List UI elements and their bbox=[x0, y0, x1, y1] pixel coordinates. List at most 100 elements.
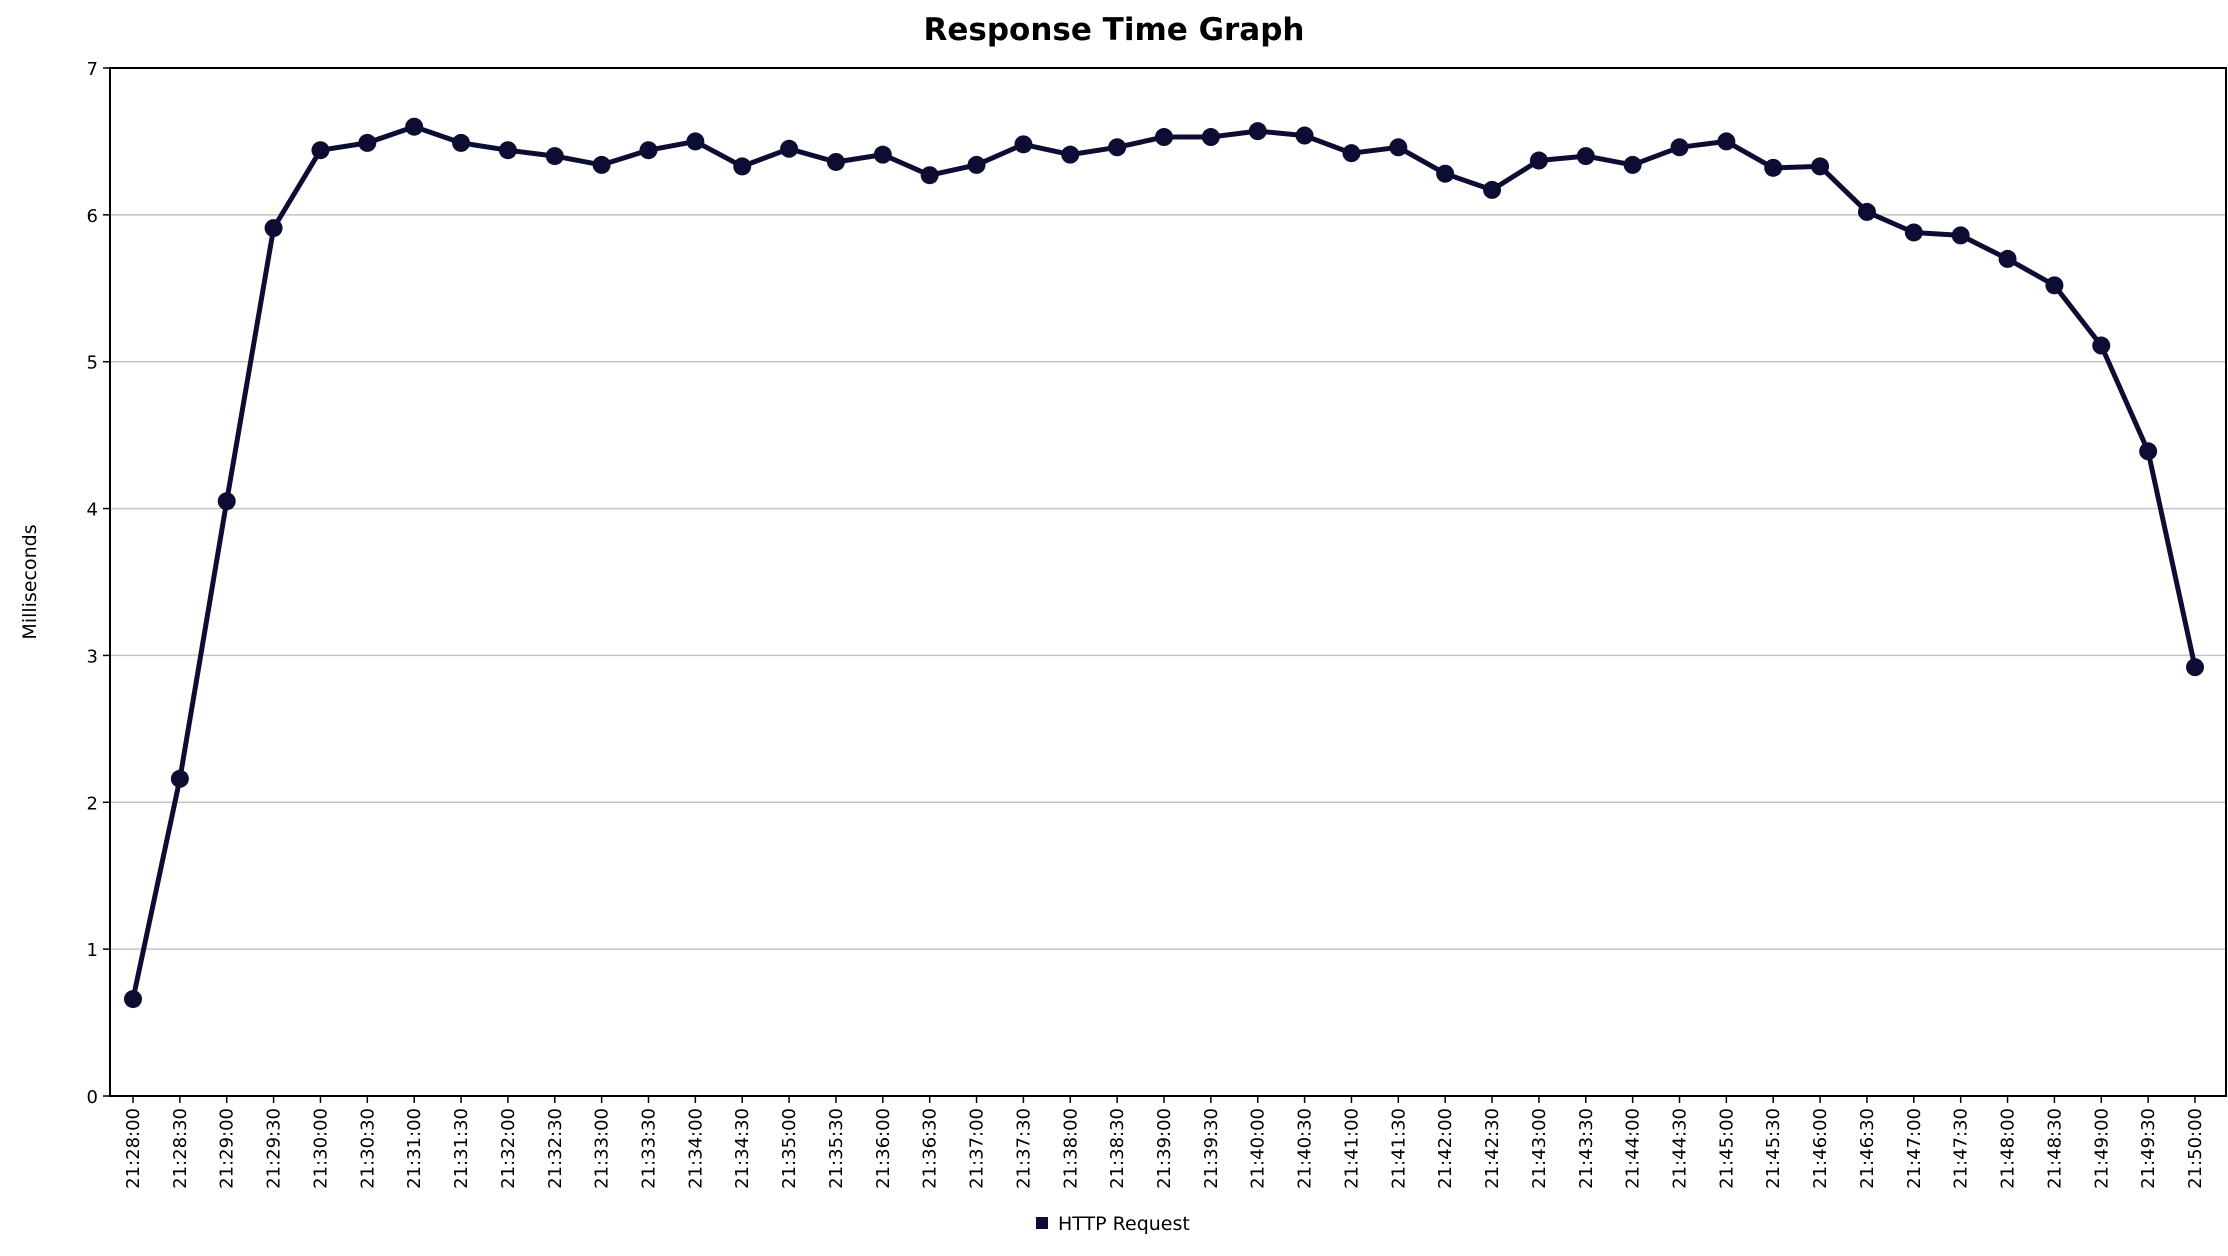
x-tick-label: 21:46:00 bbox=[1810, 1108, 1831, 1189]
data-point bbox=[873, 145, 892, 164]
x-tick-label: 21:44:30 bbox=[1670, 1108, 1691, 1189]
gridlines bbox=[110, 214, 2226, 950]
x-tick-label: 21:33:00 bbox=[592, 1108, 613, 1189]
data-point bbox=[2139, 442, 2158, 461]
data-point bbox=[311, 141, 330, 160]
y-tick-label: 0 bbox=[87, 1087, 98, 1108]
series-line-http-request bbox=[130, 124, 2198, 1002]
data-point bbox=[405, 117, 424, 136]
x-tick-label: 21:37:30 bbox=[1013, 1108, 1034, 1189]
data-point bbox=[217, 492, 236, 511]
data-point bbox=[1295, 126, 1314, 145]
x-tick-label: 21:32:00 bbox=[498, 1108, 519, 1189]
x-tick-label: 21:30:00 bbox=[310, 1108, 331, 1189]
plot-area-frame bbox=[109, 67, 2227, 1097]
y-tick-label: 4 bbox=[87, 500, 98, 521]
data-point bbox=[780, 139, 799, 158]
data-point bbox=[592, 155, 611, 174]
data-point bbox=[2045, 276, 2064, 295]
x-tick-label: 21:35:00 bbox=[779, 1108, 800, 1189]
data-point bbox=[264, 219, 283, 238]
x-tick-label: 21:41:30 bbox=[1388, 1108, 1409, 1189]
x-tick-label: 21:28:30 bbox=[170, 1108, 191, 1189]
data-point bbox=[920, 166, 939, 185]
x-tick-label: 21:39:30 bbox=[1201, 1108, 1222, 1189]
x-tick-label: 21:43:30 bbox=[1576, 1108, 1597, 1189]
y-tick-label: 2 bbox=[87, 793, 98, 814]
x-tick-label: 21:44:00 bbox=[1623, 1108, 1644, 1189]
data-point bbox=[1998, 249, 2017, 268]
x-tick-label: 21:42:00 bbox=[1435, 1108, 1456, 1189]
x-tick-label: 21:38:30 bbox=[1107, 1108, 1128, 1189]
x-tick-label: 21:45:30 bbox=[1763, 1108, 1784, 1189]
data-point bbox=[1014, 135, 1033, 154]
data-point bbox=[1717, 132, 1736, 151]
data-point bbox=[124, 990, 142, 1009]
data-point bbox=[1811, 157, 1830, 176]
y-tick-label: 5 bbox=[87, 353, 98, 374]
data-point bbox=[1061, 145, 1080, 164]
x-tick-label: 21:36:30 bbox=[920, 1108, 941, 1189]
x-tick-label: 21:46:30 bbox=[1857, 1108, 1878, 1189]
data-point bbox=[358, 133, 377, 152]
x-axis: 21:28:00 21:28:30 21:29:00 21:29:30 21:30:00… bbox=[123, 1096, 2206, 1189]
x-tick-label: 21:42:30 bbox=[1482, 1108, 1503, 1189]
x-tick-label: 21:30:30 bbox=[357, 1108, 378, 1189]
data-point bbox=[1576, 147, 1595, 166]
x-tick-label: 21:41:00 bbox=[1341, 1108, 1362, 1189]
x-tick-label: 21:49:30 bbox=[2138, 1108, 2159, 1189]
x-tick-label: 21:29:00 bbox=[217, 1108, 238, 1189]
chart-title: Response Time Graph bbox=[924, 12, 1305, 48]
data-point bbox=[733, 157, 752, 176]
data-point bbox=[1248, 122, 1267, 141]
x-tick-label: 21:35:30 bbox=[826, 1108, 847, 1189]
data-point bbox=[545, 147, 564, 166]
data-point bbox=[1857, 202, 1876, 221]
x-tick-label: 21:48:30 bbox=[2044, 1108, 2065, 1189]
x-tick-label: 21:32:30 bbox=[545, 1108, 566, 1189]
x-tick-label: 21:40:30 bbox=[1295, 1108, 1316, 1189]
x-tick-label: 21:36:00 bbox=[873, 1108, 894, 1189]
data-point bbox=[1342, 144, 1361, 163]
data-point bbox=[1623, 155, 1642, 174]
legend-swatch-http-request bbox=[1036, 1217, 1048, 1229]
x-tick-label: 21:47:30 bbox=[1951, 1108, 1972, 1189]
x-tick-label: 21:38:00 bbox=[1060, 1108, 1081, 1189]
legend: HTTP Request bbox=[1036, 1213, 1190, 1235]
data-point bbox=[1670, 138, 1689, 157]
data-point bbox=[639, 141, 658, 160]
data-point bbox=[1483, 180, 1502, 199]
y-tick-label: 7 bbox=[87, 59, 98, 80]
legend-label-http-request: HTTP Request bbox=[1058, 1213, 1190, 1235]
x-tick-label: 21:37:00 bbox=[967, 1108, 988, 1189]
data-point bbox=[2186, 658, 2204, 677]
x-tick-label: 21:45:00 bbox=[1716, 1108, 1737, 1189]
x-tick-label: 21:49:00 bbox=[2091, 1108, 2112, 1189]
x-tick-label: 21:29:30 bbox=[264, 1108, 285, 1189]
x-tick-label: 21:48:00 bbox=[1998, 1108, 2019, 1189]
x-tick-label: 21:34:30 bbox=[732, 1108, 753, 1189]
y-axis-label: Milliseconds bbox=[19, 524, 41, 639]
x-tick-label: 21:31:30 bbox=[451, 1108, 472, 1189]
data-point bbox=[1764, 158, 1783, 177]
x-tick-label: 21:50:00 bbox=[2185, 1108, 2206, 1189]
data-point bbox=[1108, 138, 1127, 157]
data-point bbox=[967, 155, 986, 174]
x-tick-label: 21:47:00 bbox=[1904, 1108, 1925, 1189]
y-tick-label: 3 bbox=[87, 646, 98, 667]
x-tick-label: 21:28:00 bbox=[123, 1108, 144, 1189]
data-point bbox=[686, 132, 705, 151]
y-tick-label: 1 bbox=[87, 940, 98, 961]
y-tick-label: 6 bbox=[87, 206, 98, 227]
data-point bbox=[2092, 336, 2111, 355]
x-tick-label: 21:34:00 bbox=[685, 1108, 706, 1189]
data-point bbox=[170, 769, 189, 788]
data-point bbox=[826, 152, 845, 171]
data-point bbox=[1529, 151, 1548, 170]
y-axis: 0 1 2 3 4 5 6 7 bbox=[87, 59, 110, 1108]
x-tick-label: 21:33:30 bbox=[639, 1108, 660, 1189]
data-point bbox=[1201, 128, 1220, 147]
data-point bbox=[1389, 138, 1408, 157]
